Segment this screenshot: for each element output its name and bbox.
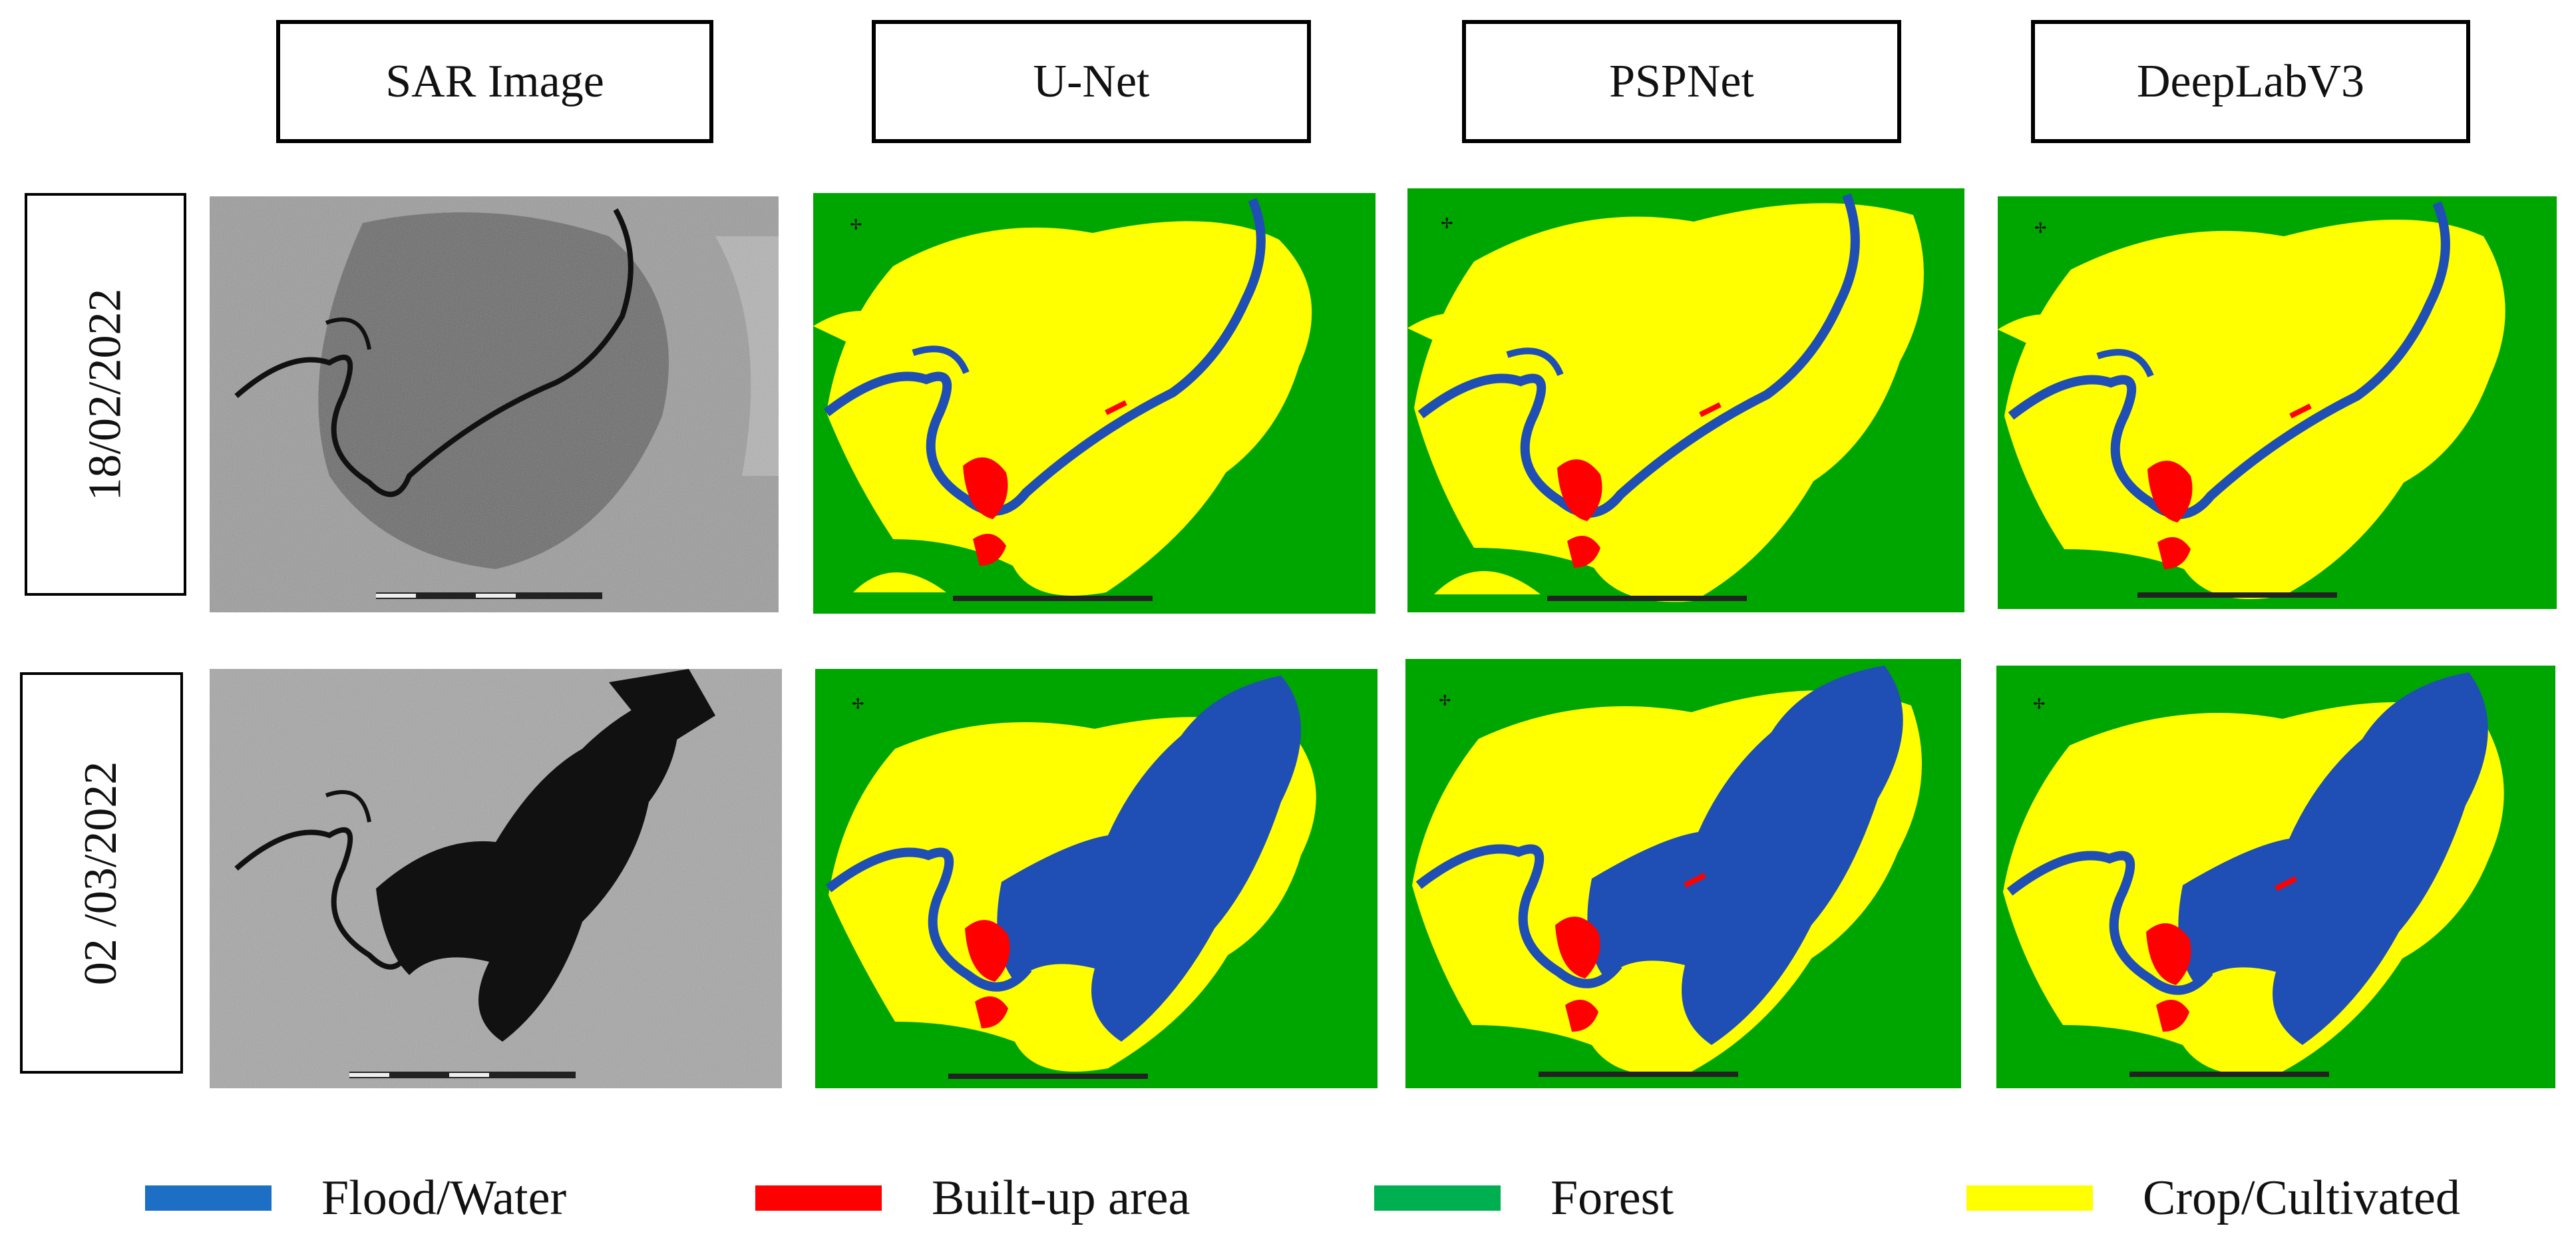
row-label-date-2: 02 /03/2022 [20, 672, 183, 1074]
deeplabv3-panel-date-2: ✢ [1996, 666, 2555, 1088]
row-label-date-1-text: 18/02/2022 [79, 288, 131, 501]
legend-swatch-built-up [755, 1185, 882, 1211]
legend-label-crop: Crop/Cultivated [2143, 1170, 2460, 1225]
legend-item-forest: Forest [1374, 1161, 1674, 1235]
unet-panel-date-2: ✢ [815, 669, 1378, 1088]
legend-swatch-crop [1966, 1185, 2093, 1211]
legend-label-built-up: Built-up area [932, 1170, 1191, 1225]
pspnet-panel-date-1: ✢ [1407, 188, 1964, 612]
column-header-pspnet: PSPNet [1462, 20, 1901, 143]
legend: Flood/Water Built-up area Forest Crop/Cu… [0, 1161, 2576, 1235]
svg-text:✢: ✢ [852, 696, 864, 713]
svg-text:✢: ✢ [850, 217, 862, 234]
deeplabv3-panel-date-1: ✢ [1998, 196, 2557, 609]
legend-swatch-forest [1374, 1185, 1501, 1211]
svg-text:✢: ✢ [2033, 696, 2045, 713]
column-header-deeplabv3: DeepLabV3 [2031, 20, 2470, 143]
legend-item-flood-water: Flood/Water [145, 1161, 566, 1235]
column-header-sar-image: SAR Image [276, 20, 713, 143]
legend-item-built-up: Built-up area [755, 1161, 1190, 1235]
svg-text:✢: ✢ [1441, 216, 1453, 232]
legend-label-forest: Forest [1551, 1170, 1674, 1225]
unet-panel-date-1: ✢ [813, 193, 1376, 614]
row-label-date-1: 18/02/2022 [25, 193, 186, 596]
legend-item-crop: Crop/Cultivated [1966, 1161, 2460, 1235]
pspnet-panel-date-2: ✢ [1405, 659, 1961, 1088]
legend-label-flood-water: Flood/Water [321, 1170, 567, 1225]
column-header-unet: U-Net [872, 20, 1311, 143]
legend-swatch-flood-water [145, 1185, 272, 1211]
sar-image-panel-date-2 [210, 669, 782, 1088]
svg-text:✢: ✢ [2034, 220, 2046, 237]
sar-image-panel-date-1 [210, 196, 779, 612]
row-label-date-2-text: 02 /03/2022 [75, 761, 127, 985]
svg-text:✢: ✢ [1439, 693, 1451, 710]
